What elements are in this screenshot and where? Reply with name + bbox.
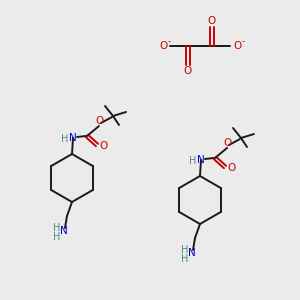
Text: O: O bbox=[233, 41, 241, 51]
Text: O: O bbox=[208, 16, 216, 26]
Text: H: H bbox=[181, 245, 189, 255]
Text: N: N bbox=[188, 248, 196, 258]
Text: H: H bbox=[53, 232, 61, 242]
Text: -: - bbox=[167, 38, 171, 46]
Text: O: O bbox=[96, 116, 104, 126]
Text: O: O bbox=[99, 141, 107, 151]
Text: H: H bbox=[181, 254, 189, 264]
Text: N: N bbox=[60, 226, 68, 236]
Text: N: N bbox=[197, 155, 205, 165]
Text: -: - bbox=[242, 38, 244, 46]
Text: N: N bbox=[69, 133, 77, 143]
Text: O: O bbox=[224, 138, 232, 148]
Text: O: O bbox=[159, 41, 167, 51]
Text: H: H bbox=[61, 134, 69, 144]
Text: H: H bbox=[189, 156, 197, 166]
Text: O: O bbox=[184, 66, 192, 76]
Text: O: O bbox=[227, 163, 235, 173]
Text: H: H bbox=[53, 223, 61, 233]
